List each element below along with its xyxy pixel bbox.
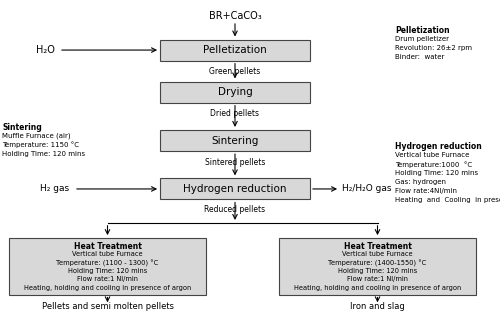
Text: Hydrogen reduction: Hydrogen reduction [395, 142, 482, 151]
Bar [160, 39, 310, 61]
Bar [8, 238, 206, 295]
Bar [160, 178, 310, 200]
Text: Iron and slag: Iron and slag [350, 302, 405, 311]
Text: Heating, holding and cooling in presence of argon: Heating, holding and cooling in presence… [24, 285, 191, 291]
Text: Pelletization: Pelletization [395, 26, 450, 35]
Text: Temperature: 1150 °C: Temperature: 1150 °C [2, 141, 80, 148]
Text: Heat Treatment: Heat Treatment [344, 242, 411, 251]
Text: Binder:  water: Binder: water [395, 54, 444, 60]
Text: Vertical tube Furnace: Vertical tube Furnace [342, 251, 413, 257]
Text: Temperature: (1100 - 1300) °C: Temperature: (1100 - 1300) °C [56, 260, 158, 267]
Text: Vertical tube Furnace: Vertical tube Furnace [395, 152, 469, 158]
Text: Sintered pellets: Sintered pellets [205, 158, 265, 167]
Text: BR+CaCO₃: BR+CaCO₃ [208, 11, 262, 21]
Text: Vertical tube Furnace: Vertical tube Furnace [72, 251, 143, 257]
Text: Pelletization: Pelletization [203, 45, 267, 55]
Text: Pellets and semi molten pellets: Pellets and semi molten pellets [42, 302, 173, 311]
Text: Revolution: 26±2 rpm: Revolution: 26±2 rpm [395, 45, 472, 51]
Text: Hydrogen reduction: Hydrogen reduction [183, 184, 287, 194]
Text: Flow rate:4Nl/min: Flow rate:4Nl/min [395, 188, 457, 194]
Bar [160, 130, 310, 151]
Text: H₂ gas: H₂ gas [40, 184, 69, 193]
Bar [160, 81, 310, 103]
Text: Holding Time: 120 mins: Holding Time: 120 mins [338, 268, 417, 274]
Text: Reduced pellets: Reduced pellets [204, 205, 266, 214]
Text: Drying: Drying [218, 87, 252, 97]
Text: Holding Time: 120 mins: Holding Time: 120 mins [2, 151, 86, 157]
Text: Holding Time: 120 mins: Holding Time: 120 mins [395, 170, 478, 176]
Text: Temperature:1000  °C: Temperature:1000 °C [395, 161, 472, 168]
Text: Heating  and  Cooling  in presence of argon: Heating and Cooling in presence of argon [395, 197, 500, 203]
Text: Sintering: Sintering [212, 136, 258, 145]
Text: Heating, holding and cooling in presence of argon: Heating, holding and cooling in presence… [294, 285, 461, 291]
Text: Temperature: (1400-1550) °C: Temperature: (1400-1550) °C [328, 260, 426, 267]
Text: Flow rate:1 Nl/min: Flow rate:1 Nl/min [77, 276, 138, 282]
Text: Holding Time: 120 mins: Holding Time: 120 mins [68, 268, 147, 274]
Text: H₂O: H₂O [36, 45, 55, 55]
Text: Green pellets: Green pellets [210, 67, 260, 76]
Text: Heat Treatment: Heat Treatment [74, 242, 142, 251]
Text: Muffle Furnace (air): Muffle Furnace (air) [2, 132, 71, 139]
Text: Gas: hydrogen: Gas: hydrogen [395, 179, 446, 185]
Text: Dried pellets: Dried pellets [210, 109, 260, 118]
Bar [279, 238, 476, 295]
Text: Flow rate:1 Nl/min: Flow rate:1 Nl/min [347, 276, 408, 282]
Text: Drum pelletizer: Drum pelletizer [395, 36, 449, 42]
Text: H₂/H₂O gas: H₂/H₂O gas [342, 184, 392, 193]
Text: Sintering: Sintering [2, 123, 42, 132]
